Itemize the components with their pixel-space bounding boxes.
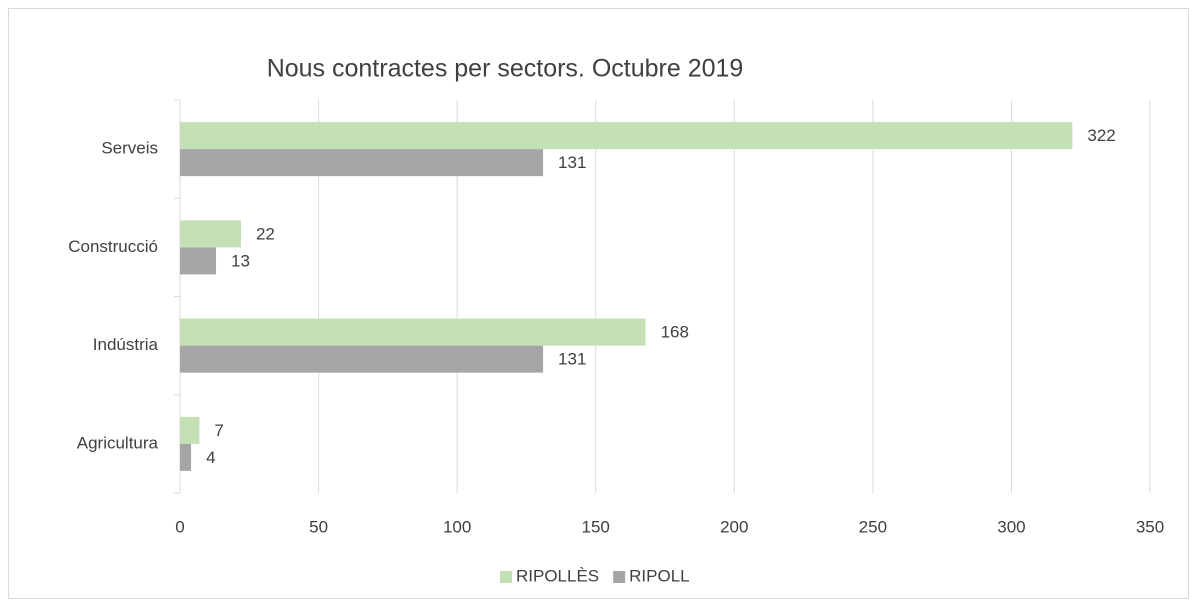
legend-label: RIPOLLÈS (516, 566, 599, 585)
bar (180, 416, 200, 444)
data-label: 7 (214, 421, 223, 440)
x-tick-label: 300 (997, 517, 1025, 536)
data-label: 22 (256, 224, 275, 243)
data-label: 13 (231, 251, 250, 270)
chart-title: Nous contractes per sectors. Octubre 201… (267, 55, 744, 83)
data-label: 168 (661, 323, 689, 342)
data-label: 322 (1087, 126, 1115, 145)
chart-border (8, 8, 1189, 599)
x-tick-label: 0 (175, 517, 184, 536)
bar (180, 122, 1073, 150)
x-tick-label: 150 (582, 517, 610, 536)
bar (180, 220, 241, 248)
y-tick-label: Agricultura (77, 433, 159, 452)
y-tick-label: Serveis (101, 139, 158, 158)
bar (180, 443, 192, 471)
bar (180, 318, 646, 346)
y-tick-label: Indústria (93, 335, 159, 354)
x-tick-label: 350 (1136, 517, 1164, 536)
x-tick-label: 250 (859, 517, 887, 536)
data-label: 131 (558, 153, 586, 172)
legend-swatch (500, 571, 512, 583)
y-tick-label: Construcció (68, 237, 158, 256)
bar (180, 247, 217, 275)
legend-swatch (613, 571, 626, 583)
x-tick-label: 100 (443, 517, 471, 536)
data-label: 4 (206, 448, 215, 467)
bar (180, 149, 544, 177)
x-tick-label: 50 (309, 517, 328, 536)
x-tick-label: 200 (720, 517, 748, 536)
bar (180, 345, 544, 373)
legend-label: RIPOLL (629, 566, 689, 585)
data-label: 131 (558, 350, 586, 369)
